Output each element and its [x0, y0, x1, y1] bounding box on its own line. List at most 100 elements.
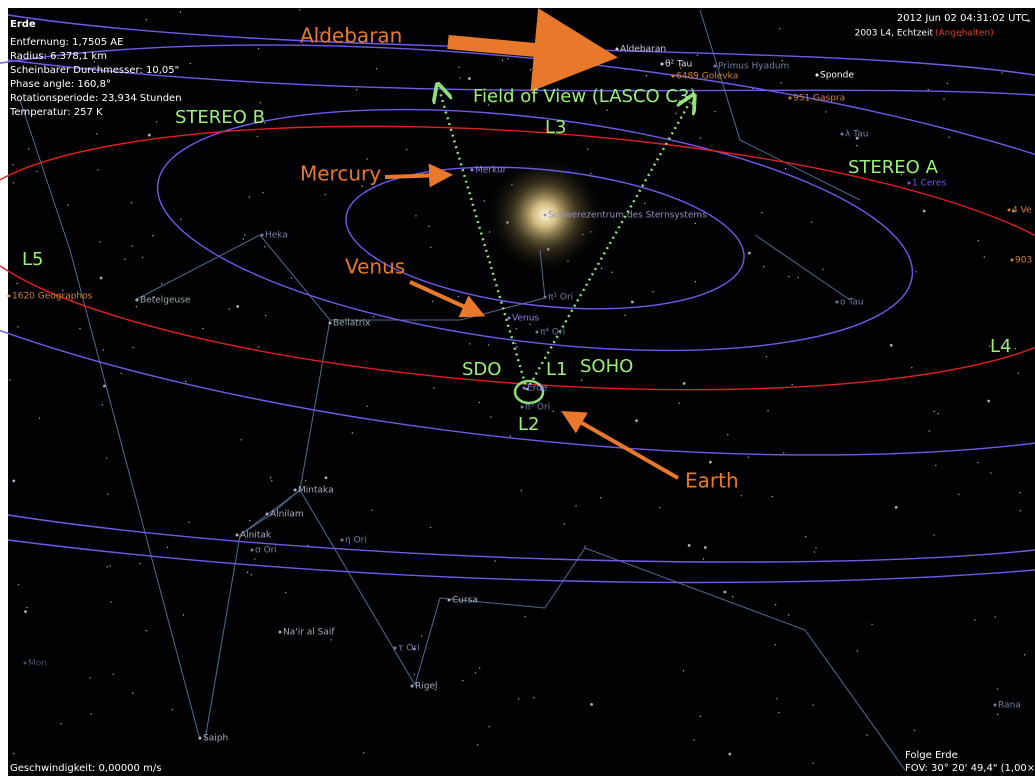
- sky-object: [448, 599, 451, 602]
- sky-object: [266, 513, 269, 516]
- sky-label: Primus Hyadum: [718, 62, 789, 72]
- follow: Folge Erde: [905, 750, 958, 761]
- sky-object: [341, 539, 344, 542]
- sky-object: [536, 331, 539, 334]
- annotation-stereo-a: STEREO A: [848, 157, 939, 178]
- star: [856, 145, 857, 146]
- star: [587, 149, 588, 150]
- star: [18, 584, 19, 585]
- star: [553, 411, 554, 412]
- star: [761, 212, 762, 213]
- star: [995, 616, 996, 617]
- star: [106, 457, 107, 458]
- star: [857, 650, 858, 651]
- star: [767, 410, 768, 411]
- star: [103, 349, 104, 350]
- star: [772, 496, 773, 497]
- star: [766, 356, 767, 357]
- star: [202, 328, 203, 329]
- sky-object: [24, 662, 27, 665]
- star: [785, 168, 786, 169]
- star: [428, 225, 429, 226]
- star: [530, 69, 531, 70]
- star: [814, 551, 815, 552]
- annotation-aldebaran: Aldebaran: [300, 24, 402, 48]
- info-line: Radius: 6.378,1 km: [10, 51, 107, 62]
- star: [468, 77, 471, 80]
- star: [1024, 654, 1025, 655]
- sky-label: Heka: [265, 231, 288, 241]
- star: [36, 171, 37, 172]
- sky-label: 1 Ceres: [912, 179, 946, 189]
- star: [533, 697, 534, 698]
- star: [99, 241, 100, 242]
- sky-label: 4 Ve: [1012, 206, 1032, 216]
- star: [110, 601, 111, 602]
- sky-background: [8, 8, 1035, 776]
- star: [727, 434, 728, 435]
- star: [142, 257, 143, 258]
- star: [495, 560, 496, 561]
- star: [479, 667, 480, 668]
- star: [479, 402, 480, 403]
- star: [180, 12, 181, 13]
- sky-label: σ Ori: [255, 546, 277, 556]
- annotation-earth: Earth: [685, 469, 739, 493]
- star: [652, 291, 653, 292]
- sky-object: [616, 48, 619, 51]
- star: [611, 272, 612, 273]
- star: [791, 384, 792, 385]
- star: [1018, 372, 1019, 373]
- star: [890, 344, 893, 347]
- sky-label: Cursa: [452, 596, 478, 606]
- star: [600, 497, 601, 498]
- star: [190, 63, 191, 64]
- sky-object: [411, 685, 414, 688]
- star: [644, 203, 645, 204]
- star: [299, 9, 300, 10]
- star: [462, 680, 463, 681]
- star: [9, 380, 10, 381]
- star: [866, 734, 867, 735]
- star: [521, 490, 522, 491]
- star: [477, 744, 478, 745]
- sky-object: [544, 214, 547, 217]
- star: [97, 169, 98, 170]
- star: [433, 388, 434, 389]
- star: [590, 173, 591, 174]
- sky-label: Bellatrix: [333, 319, 371, 329]
- star: [695, 223, 696, 224]
- star: [788, 614, 789, 615]
- star: [584, 546, 585, 547]
- star: [683, 670, 684, 671]
- star: [516, 328, 517, 329]
- sky-label: θ² Tau: [665, 60, 692, 70]
- sky-label: Alnilam: [270, 510, 304, 520]
- star: [714, 111, 715, 112]
- star: [943, 98, 944, 99]
- star: [624, 315, 625, 316]
- star: [458, 67, 459, 68]
- star: [254, 558, 255, 559]
- star: [805, 536, 806, 537]
- star: [307, 545, 308, 546]
- star: [172, 709, 173, 710]
- star: [703, 558, 704, 559]
- star: [459, 77, 460, 78]
- screenshot: Aldebaranθ² TauPrimus Hyadum6489 Golevka…: [0, 0, 1035, 776]
- star: [183, 614, 184, 615]
- sky-object: [329, 322, 332, 325]
- star: [776, 698, 777, 699]
- star: [516, 346, 517, 347]
- star: [914, 730, 915, 731]
- sky-label: Betelgeuse: [140, 296, 191, 306]
- star: [16, 283, 17, 284]
- sky-object: [544, 296, 547, 299]
- star: [39, 417, 40, 418]
- star: [510, 436, 511, 437]
- sky-object: [471, 169, 474, 172]
- star: [406, 149, 407, 150]
- sky-object: [1011, 259, 1014, 262]
- star: [432, 301, 433, 302]
- star: [79, 328, 80, 329]
